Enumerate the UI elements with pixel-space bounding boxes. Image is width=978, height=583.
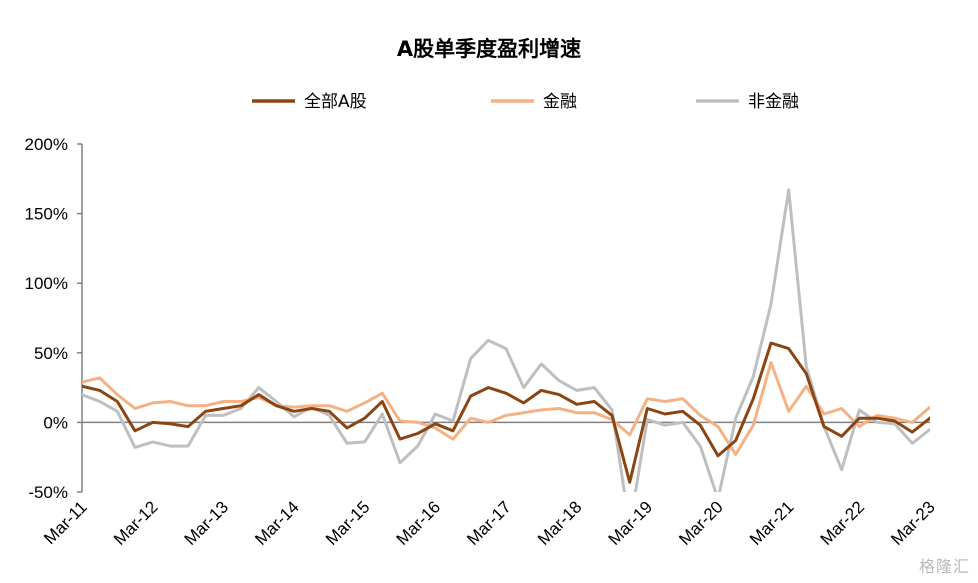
y-tick-label: 50%: [34, 344, 68, 363]
y-tick-label: 150%: [25, 205, 68, 224]
x-tick-label: Mar-14: [251, 497, 303, 549]
legend: 全部A股 金融 非金融: [252, 92, 799, 112]
x-tick-label: Mar-13: [181, 497, 233, 549]
x-tick-label: Mar-20: [675, 497, 727, 549]
x-tick-label: Mar-22: [817, 497, 869, 549]
x-tick-label: Mar-16: [393, 497, 445, 549]
x-tick-label: Mar-18: [534, 497, 586, 549]
x-tick-label: Mar-15: [322, 497, 374, 549]
legend-label: 非金融: [748, 92, 799, 112]
x-tick-label: Mar-23: [887, 497, 939, 549]
series-line-0: [82, 341, 930, 484]
legend-label: 全部A股: [304, 92, 367, 112]
chart-title: A股单季度盈利增速: [397, 37, 581, 61]
series-line-1: [82, 361, 930, 456]
x-tick-label: Mar-21: [746, 497, 798, 549]
x-tick-label: Mar-19: [605, 497, 657, 549]
x-tick-label: Mar-12: [110, 497, 162, 549]
y-tick-label: 200%: [25, 135, 68, 154]
x-tick-label: Mar-11: [40, 497, 91, 548]
x-tick-label: Mar-17: [463, 497, 515, 549]
y-tick-label: 100%: [25, 274, 68, 293]
watermark: 格隆汇: [918, 557, 970, 576]
y-axis: -50% 0% 50% 100% 150% 200%: [25, 135, 82, 502]
legend-label: 金融: [543, 92, 577, 112]
y-tick-label: 0%: [43, 413, 68, 432]
series-line-2: [82, 188, 930, 492]
y-tick-label: -50%: [28, 483, 68, 502]
series-group: [82, 188, 930, 492]
x-axis: Mar-11 Mar-12 Mar-13 Mar-14 Mar-15 Mar-16 Mar-…: [40, 497, 939, 549]
